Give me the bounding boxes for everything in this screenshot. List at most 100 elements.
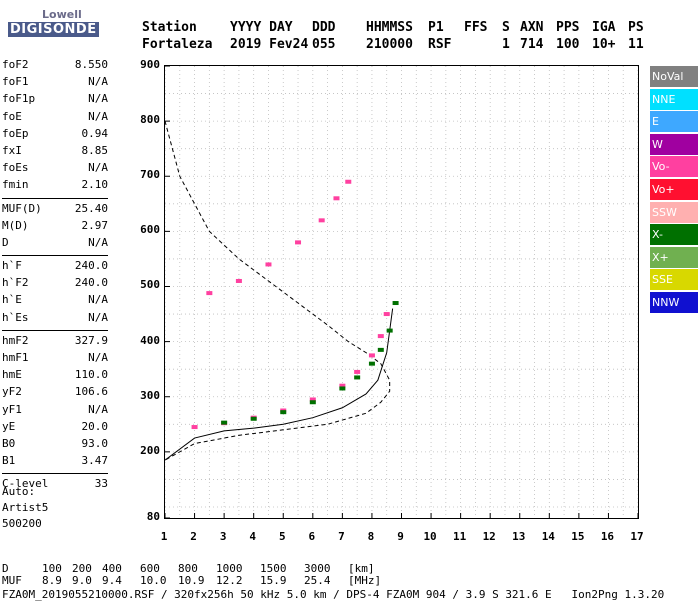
legend-item-nnw: NNW [650,291,698,313]
param-separator [2,473,108,475]
y-tick-label: 800 [140,113,160,127]
x-tick-label: 8 [367,530,375,543]
footer-row-label: MUF [2,574,22,587]
param-name: yE [2,419,16,433]
param-name: h`E [2,293,22,307]
legend-item-e: E [650,111,698,133]
param-name: h`F [2,259,22,273]
x-tick-label: 9 [397,530,404,543]
y-tick-label: 700 [140,168,160,182]
header-label-hhmmss: HHMMSS [366,20,413,35]
ionogram-svg [164,65,639,519]
footer-row-value: 9.4 [102,574,122,587]
header-label-pps: PPS [556,20,580,35]
trace-point-x [280,410,287,415]
param-row: foE N/A [2,110,108,127]
header-value-pps: 100 [556,37,580,52]
param-row: foF1 N/A [2,75,108,92]
x-tick-label: 2 [190,530,197,543]
param-row: yE 20.0 [2,420,108,437]
logo-bottom-text: DIGISONDE [8,22,99,37]
header-label-axn: AXN [520,20,544,35]
param-row: h`E N/A [2,293,108,310]
param-name: C-level [2,477,49,491]
autoscaling-info: Auto: Artist5 500200 [2,484,48,532]
footer-row-value: 25.4 [304,574,331,587]
param-row: hmF2 327.9 [2,334,108,351]
param-name: yF2 [2,385,22,399]
param-name: B0 [2,436,16,450]
trace-point-vo [206,291,213,296]
param-value: N/A [88,92,108,106]
param-row: h`Es N/A [2,311,108,328]
header-label-station: Station [142,20,197,35]
x-tick-label: 17 [630,530,644,543]
y-tick-label: 200 [140,443,160,457]
param-name: MUF(D) [2,201,42,215]
param-row: yF2 106.6 [2,385,108,402]
param-value: 240.0 [74,259,108,273]
x-tick-label: 11 [453,530,467,543]
header-value-ps: 11 [628,37,644,52]
legend-item-vo: Vo+ [650,178,698,200]
footer-muf-row: MUF 8.9 9.0 9.4 10.0 10.9 12.2 15.9 25.4 [MHz] [2,574,388,587]
footer-row-value: 12.2 [216,574,243,587]
auto-version: 500200 [2,517,42,530]
trace-point-vo [383,312,390,317]
param-value: 8.550 [74,58,108,71]
trace-point-x [377,347,384,352]
param-name: foF1p [2,92,36,106]
footer-row-value: 200 [72,562,92,575]
param-value: N/A [88,310,108,324]
param-row: MUF(D) 25.40 [2,202,108,219]
trace-point-x [221,420,228,425]
param-value: N/A [88,235,108,249]
header-value-ddd: 055 [312,37,336,52]
param-value: 240.0 [74,276,108,290]
header-label-iga: IGA [592,20,616,35]
trace-point-vo [318,218,325,223]
trace-point-vo [265,262,272,267]
trace-point-vo [333,196,340,201]
legend-item-sse: SSE [650,269,698,291]
x-tick-label: 7 [338,530,345,543]
trace-point-x [309,400,316,405]
param-row: B1 3.47 [2,454,108,471]
profile-solid-line [164,308,394,461]
legend-item-noval: NoVal [650,66,698,87]
header-value-iga: 10+ [592,37,616,52]
param-row: M(D) 2.97 [2,219,108,236]
param-value: 106.6 [74,385,108,399]
param-value: N/A [88,293,108,307]
x-tick-label: 3 [219,530,227,543]
trace-point-vo [235,278,242,283]
x-tick-label: 12 [482,530,496,543]
param-row: foEp 0.94 [2,127,108,144]
x-tick-label: 10 [423,530,437,543]
trace-point-vo [354,369,361,374]
param-row: hmE 110.0 [2,368,108,385]
param-value: 0.94 [81,126,109,140]
param-value: 93.0 [81,436,109,450]
header-label-yyyyday: YYYY DAY [230,20,293,35]
trace-point-x [250,416,257,421]
param-row: h`F 240.0 [2,259,108,276]
param-value: N/A [88,351,108,364]
footer-row-label: D [2,562,9,575]
param-value: 2.10 [81,178,109,192]
param-name: h`Es [2,310,29,324]
param-value: 327.9 [74,333,108,347]
x-tick-label: 14 [541,530,555,543]
auto-label: Auto: [2,485,36,498]
x-tick-label: 16 [600,530,615,543]
x-tick-label: 1 [160,530,168,543]
param-row: yF1 N/A [2,403,108,420]
y-tick-label: 900 [140,58,160,71]
y-tick-label: 400 [140,333,160,347]
trace-point-vo [345,179,352,184]
param-separator [2,255,108,257]
x-tick-label: 13 [512,530,526,543]
footer-row-value: 10.9 [178,574,205,587]
y-tick-label: 600 [140,223,160,237]
param-row: foF1p N/A [2,92,108,109]
